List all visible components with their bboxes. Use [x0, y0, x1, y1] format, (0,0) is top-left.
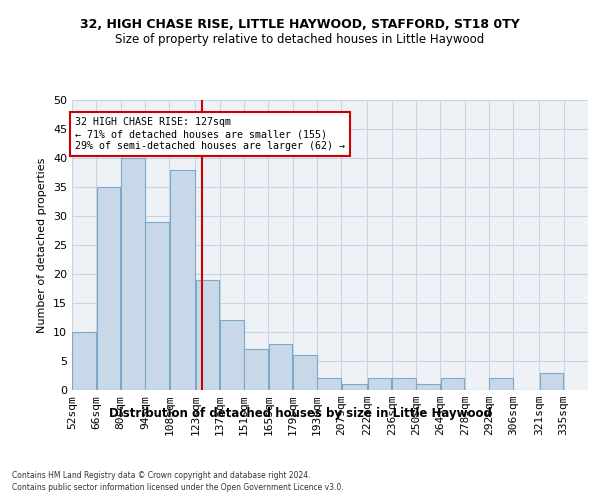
Bar [440, 378, 464, 390]
Bar [196, 280, 220, 390]
Bar [220, 320, 244, 390]
Bar [341, 384, 367, 390]
Bar [293, 355, 317, 390]
Text: Contains HM Land Registry data © Crown copyright and database right 2024.: Contains HM Land Registry data © Crown c… [12, 471, 311, 480]
Y-axis label: Number of detached properties: Number of detached properties [37, 158, 47, 332]
Bar [539, 372, 563, 390]
Text: Contains public sector information licensed under the Open Government Licence v3: Contains public sector information licen… [12, 484, 344, 492]
Bar [392, 378, 416, 390]
Text: 32 HIGH CHASE RISE: 127sqm
← 71% of detached houses are smaller (155)
29% of sem: 32 HIGH CHASE RISE: 127sqm ← 71% of deta… [76, 118, 346, 150]
Bar [244, 350, 268, 390]
Bar [269, 344, 292, 390]
Bar [170, 170, 195, 390]
Text: 32, HIGH CHASE RISE, LITTLE HAYWOOD, STAFFORD, ST18 0TY: 32, HIGH CHASE RISE, LITTLE HAYWOOD, STA… [80, 18, 520, 30]
Bar [145, 222, 169, 390]
Bar [72, 332, 96, 390]
Text: Distribution of detached houses by size in Little Haywood: Distribution of detached houses by size … [109, 408, 491, 420]
Bar [97, 187, 121, 390]
Bar [317, 378, 341, 390]
Bar [489, 378, 513, 390]
Bar [121, 158, 145, 390]
Bar [416, 384, 440, 390]
Text: Size of property relative to detached houses in Little Haywood: Size of property relative to detached ho… [115, 32, 485, 46]
Bar [368, 378, 391, 390]
